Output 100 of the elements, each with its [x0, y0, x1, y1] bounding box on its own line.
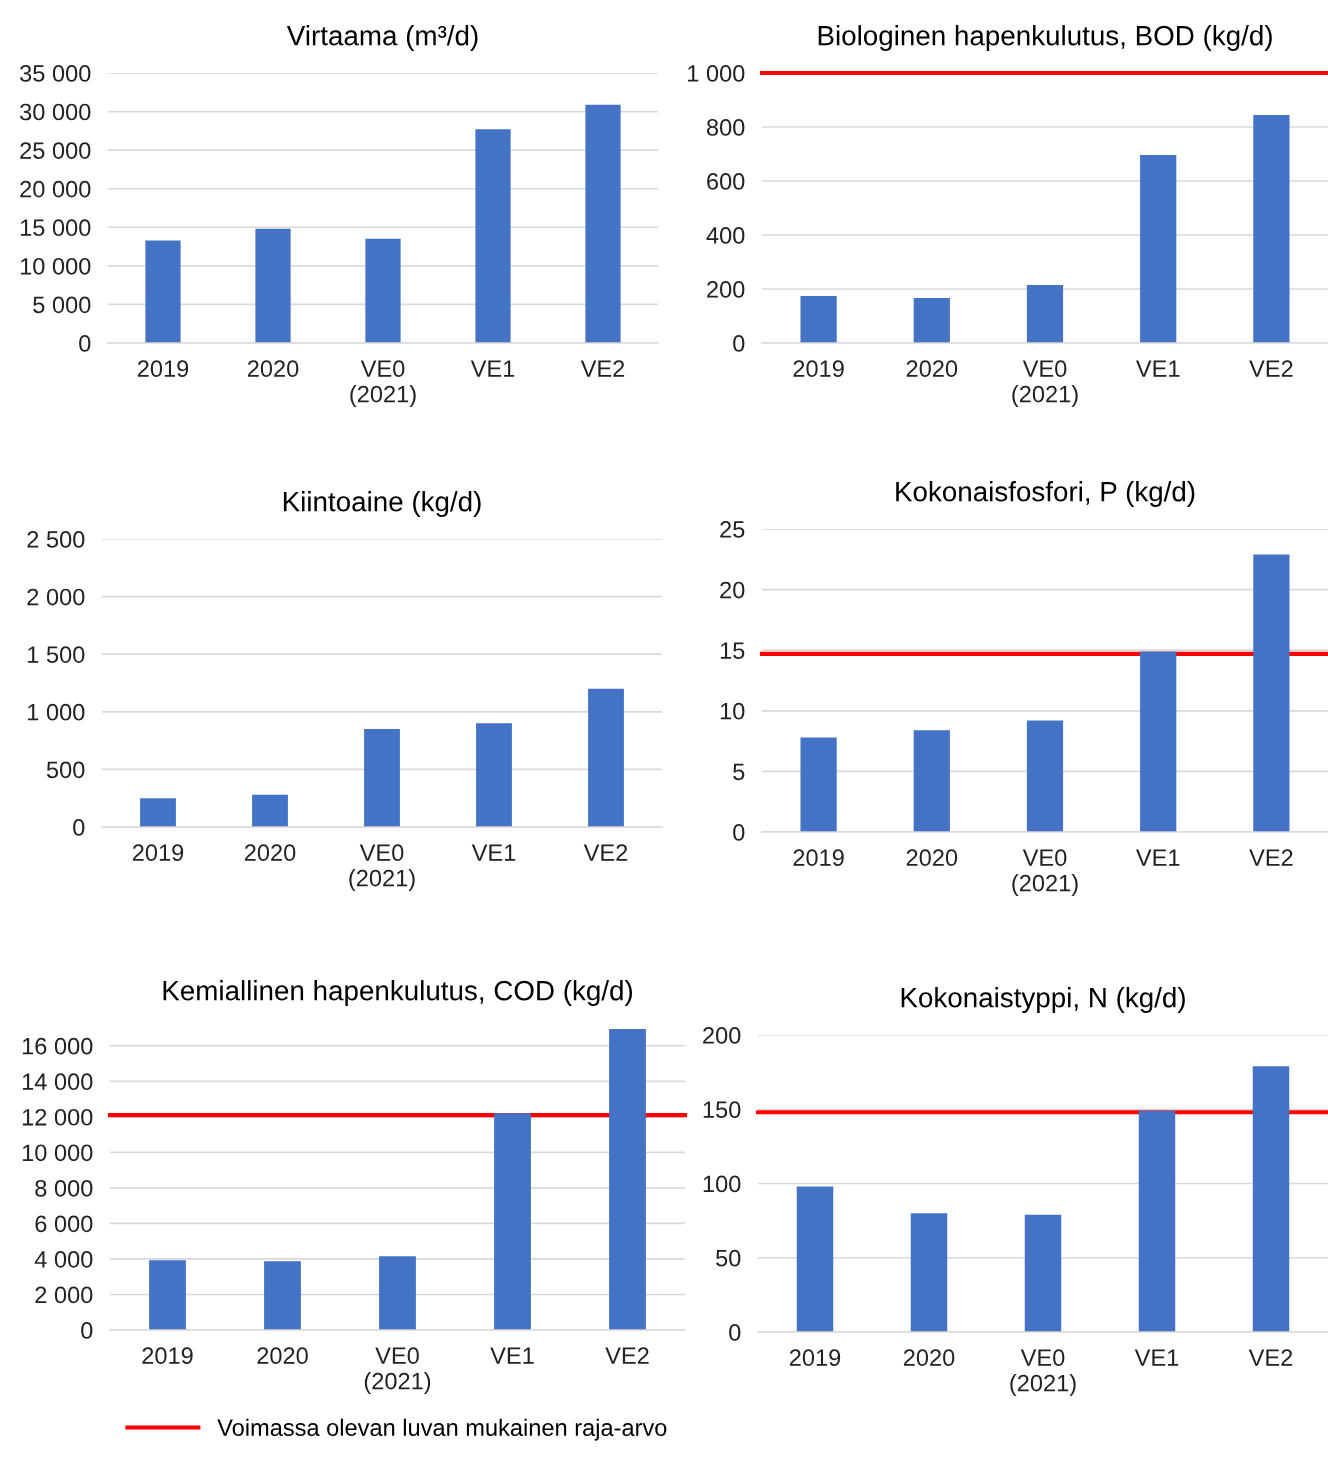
- y-tick-label: 35 000: [20, 65, 91, 82]
- bar: [796, 1186, 834, 1332]
- bar: [913, 730, 950, 832]
- y-tick-label: 100: [703, 1175, 741, 1193]
- chart-title: Kokonaistyppi, N (kg/d): [901, 987, 1185, 1013]
- y-tick-label: 10: [720, 702, 745, 720]
- bar: [140, 798, 176, 827]
- y-tick-label: 2 000: [35, 1286, 93, 1304]
- y-tick-label: 15: [720, 642, 745, 659]
- y-tick-label: 10 000: [20, 257, 91, 275]
- bar: [1252, 1066, 1290, 1332]
- bar: [1138, 1110, 1176, 1332]
- y-tick-label: 10 000: [22, 1144, 93, 1162]
- x-tick-label: 2019: [142, 1347, 193, 1365]
- y-tick-label: 25: [720, 521, 745, 538]
- x-tick-label: VE0 (2021): [1012, 849, 1078, 897]
- bar: [379, 1256, 416, 1330]
- y-tick-label: 600: [707, 173, 745, 190]
- y-tick-label: 1 000: [28, 703, 85, 721]
- x-tick-label: VE1: [471, 844, 516, 861]
- y-tick-label: 0: [81, 1322, 93, 1339]
- y-tick-label: 800: [706, 119, 745, 136]
- bar: [475, 129, 511, 343]
- chart-title: Virtaama (m³/d): [286, 25, 478, 51]
- y-tick-label: 1 500: [28, 646, 85, 663]
- y-tick-label: 50: [716, 1249, 741, 1267]
- x-tick-label: VE2: [583, 844, 628, 861]
- x-tick-label: VE2: [605, 1347, 649, 1364]
- x-tick-label: VE2: [1248, 1349, 1293, 1366]
- y-tick-label: 8 000: [35, 1179, 93, 1197]
- bar: [255, 228, 291, 343]
- bar: [1253, 554, 1290, 832]
- x-tick-label: 2020: [247, 360, 299, 378]
- bar: [252, 794, 288, 827]
- y-tick-label: 2 000: [27, 588, 85, 606]
- x-tick-label: VE2: [1249, 849, 1293, 866]
- y-tick-label: 5 000: [33, 296, 91, 314]
- bar: [1026, 284, 1064, 343]
- bar: [800, 737, 837, 832]
- y-tick-label: 14 000: [22, 1073, 93, 1091]
- y-tick-label: 200: [707, 281, 745, 298]
- x-tick-label: VE0 (2021): [364, 1347, 431, 1395]
- x-tick-label: VE2: [1249, 360, 1293, 377]
- bar: [910, 1213, 948, 1332]
- x-tick-label: 2019: [793, 849, 844, 867]
- y-tick-label: 5: [733, 763, 745, 781]
- y-tick-label: 12 000: [22, 1108, 93, 1126]
- bar: [913, 297, 950, 343]
- y-tick-label: 6 000: [35, 1215, 93, 1233]
- x-tick-label: VE0 (2021): [1010, 1349, 1076, 1397]
- bar: [476, 723, 512, 827]
- bar: [1140, 155, 1177, 343]
- x-tick-label: VE2: [580, 360, 625, 377]
- x-tick-label: VE0 (2021): [349, 844, 415, 892]
- y-tick-label: 200: [703, 1027, 741, 1044]
- bar: [800, 296, 837, 343]
- x-tick-label: VE1: [1135, 360, 1180, 377]
- x-tick-label: 2019: [793, 360, 844, 378]
- y-tick-label: 2 500: [27, 531, 85, 548]
- bar: [149, 1260, 186, 1330]
- y-tick-label: 25 000: [20, 142, 91, 159]
- x-tick-label: 2020: [903, 1349, 955, 1367]
- legend-label: Voimassa olevan luvan mukainen raja-arvo: [217, 1418, 667, 1441]
- x-tick-label: 2019: [789, 1349, 841, 1367]
- bar: [585, 104, 621, 343]
- bar: [494, 1113, 531, 1330]
- y-tick-label: 0: [733, 824, 745, 841]
- bar: [364, 729, 400, 827]
- y-tick-label: 0: [79, 335, 91, 352]
- chart-title: Kokonaisfosfori, P (kg/d): [896, 481, 1195, 507]
- x-tick-label: VE1: [490, 1347, 534, 1364]
- bar: [145, 240, 181, 343]
- x-tick-label: 2020: [257, 1347, 308, 1365]
- y-tick-label: 0: [733, 335, 745, 352]
- x-tick-label: 2020: [906, 849, 958, 867]
- x-tick-label: VE0 (2021): [350, 360, 416, 408]
- bar: [1140, 651, 1177, 832]
- bar: [609, 1028, 646, 1330]
- y-tick-label: 16 000: [22, 1037, 93, 1055]
- chart-title: Kemiallinen hapenkulutus, COD (kg/d): [163, 980, 633, 1006]
- y-tick-label: 1 000: [688, 65, 745, 82]
- x-tick-label: VE1: [1134, 1349, 1179, 1366]
- x-tick-label: 2019: [137, 360, 189, 378]
- chart-title: Biologinen hapenkulutus, BOD (kg/d): [818, 25, 1272, 51]
- bar: [1253, 115, 1290, 343]
- chart-title: Kiintoaine (kg/d): [283, 491, 481, 517]
- y-tick-label: 30 000: [20, 103, 91, 121]
- y-tick-label: 15 000: [20, 219, 91, 237]
- y-tick-label: 20 000: [20, 180, 91, 198]
- bar: [588, 688, 624, 827]
- y-tick-label: 400: [706, 227, 745, 244]
- y-tick-label: 150: [703, 1101, 741, 1119]
- x-tick-label: VE0 (2021): [1012, 360, 1078, 408]
- bar: [365, 238, 401, 343]
- y-tick-label: 500: [46, 761, 85, 779]
- y-tick-label: 4 000: [34, 1251, 93, 1268]
- x-tick-label: 2020: [906, 360, 958, 378]
- bar: [1026, 720, 1064, 832]
- bar: [264, 1261, 301, 1330]
- x-tick-label: VE1: [470, 360, 515, 377]
